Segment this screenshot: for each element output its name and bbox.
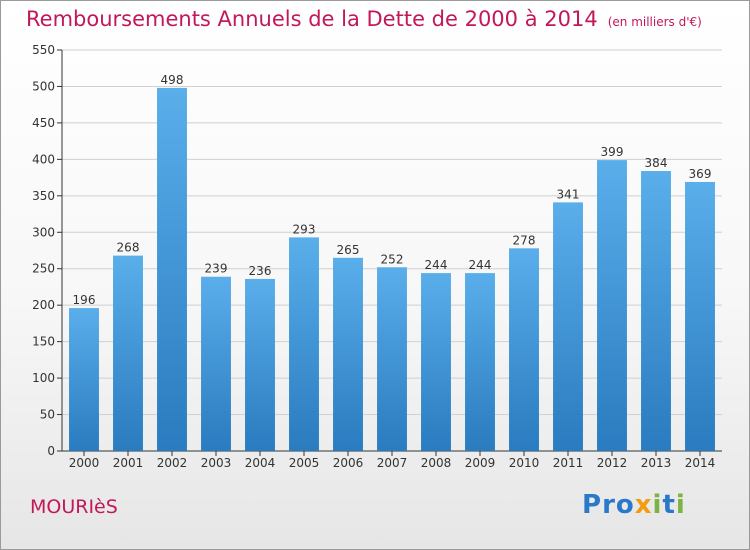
x-tick-label: 2011: [553, 456, 584, 470]
x-tick-label: 2010: [509, 456, 540, 470]
chart-subtitle: (en milliers d'€): [607, 15, 702, 29]
y-tick-label: 100: [32, 371, 55, 385]
bar: [69, 308, 99, 451]
x-tick-label: 2006: [333, 456, 364, 470]
bar-value-label: 278: [513, 233, 536, 247]
x-tick-label: 2002: [157, 456, 188, 470]
bar-value-label: 244: [425, 258, 448, 272]
y-tick-label: 450: [32, 116, 55, 130]
y-tick-label: 400: [32, 152, 55, 166]
x-tick-label: 2000: [69, 456, 100, 470]
bar: [641, 171, 671, 451]
bar: [245, 278, 275, 451]
bar-value-label: 268: [117, 241, 140, 255]
bar: [685, 181, 715, 451]
x-tick-label: 2005: [289, 456, 320, 470]
x-tick-label: 2007: [377, 456, 408, 470]
y-tick-label: 250: [32, 262, 55, 276]
bar-value-label: 384: [645, 156, 668, 170]
place-name: MOURIèS: [30, 496, 118, 518]
bar-value-label: 399: [601, 145, 624, 159]
x-tick-label: 2004: [245, 456, 276, 470]
bar-value-label: 341: [557, 187, 580, 201]
chart-title-text: Remboursements Annuels de la Dette de 20…: [26, 7, 598, 31]
y-tick-label: 150: [32, 335, 55, 349]
chart-title: Remboursements Annuels de la Dette de 20…: [26, 7, 702, 31]
bar: [465, 273, 495, 451]
y-tick-label: 200: [32, 298, 55, 312]
y-tick-label: 500: [32, 79, 55, 93]
bar-value-label: 498: [161, 73, 184, 87]
bar: [157, 87, 187, 452]
bar: [509, 248, 539, 451]
x-tick-label: 2008: [421, 456, 452, 470]
bar: [377, 267, 407, 451]
bar: [597, 160, 627, 452]
x-tick-label: 2003: [201, 456, 232, 470]
x-tick-label: 2014: [685, 456, 716, 470]
proxiti-logo: Proxiti: [582, 490, 686, 520]
x-tick-label: 2012: [597, 456, 628, 470]
bar: [289, 237, 319, 451]
y-tick-label: 0: [47, 444, 55, 458]
bar: [553, 202, 583, 451]
bar: [333, 257, 363, 451]
bar-value-label: 196: [73, 293, 96, 307]
y-tick-label: 350: [32, 189, 55, 203]
bar-value-label: 293: [293, 222, 316, 236]
y-tick-label: 550: [32, 43, 55, 57]
y-tick-label: 50: [40, 408, 55, 422]
bar: [201, 276, 231, 451]
x-tick-label: 2013: [641, 456, 672, 470]
bar-value-label: 369: [689, 167, 712, 181]
bar: [421, 273, 451, 451]
bar-value-label: 239: [205, 262, 228, 276]
bar-value-label: 244: [469, 258, 492, 272]
bar-value-label: 236: [249, 264, 272, 278]
x-tick-label: 2001: [113, 456, 144, 470]
bar: [113, 255, 143, 451]
bar-value-label: 265: [337, 243, 360, 257]
x-tick-label: 2009: [465, 456, 496, 470]
bar-value-label: 252: [381, 252, 404, 266]
y-tick-label: 300: [32, 225, 55, 239]
